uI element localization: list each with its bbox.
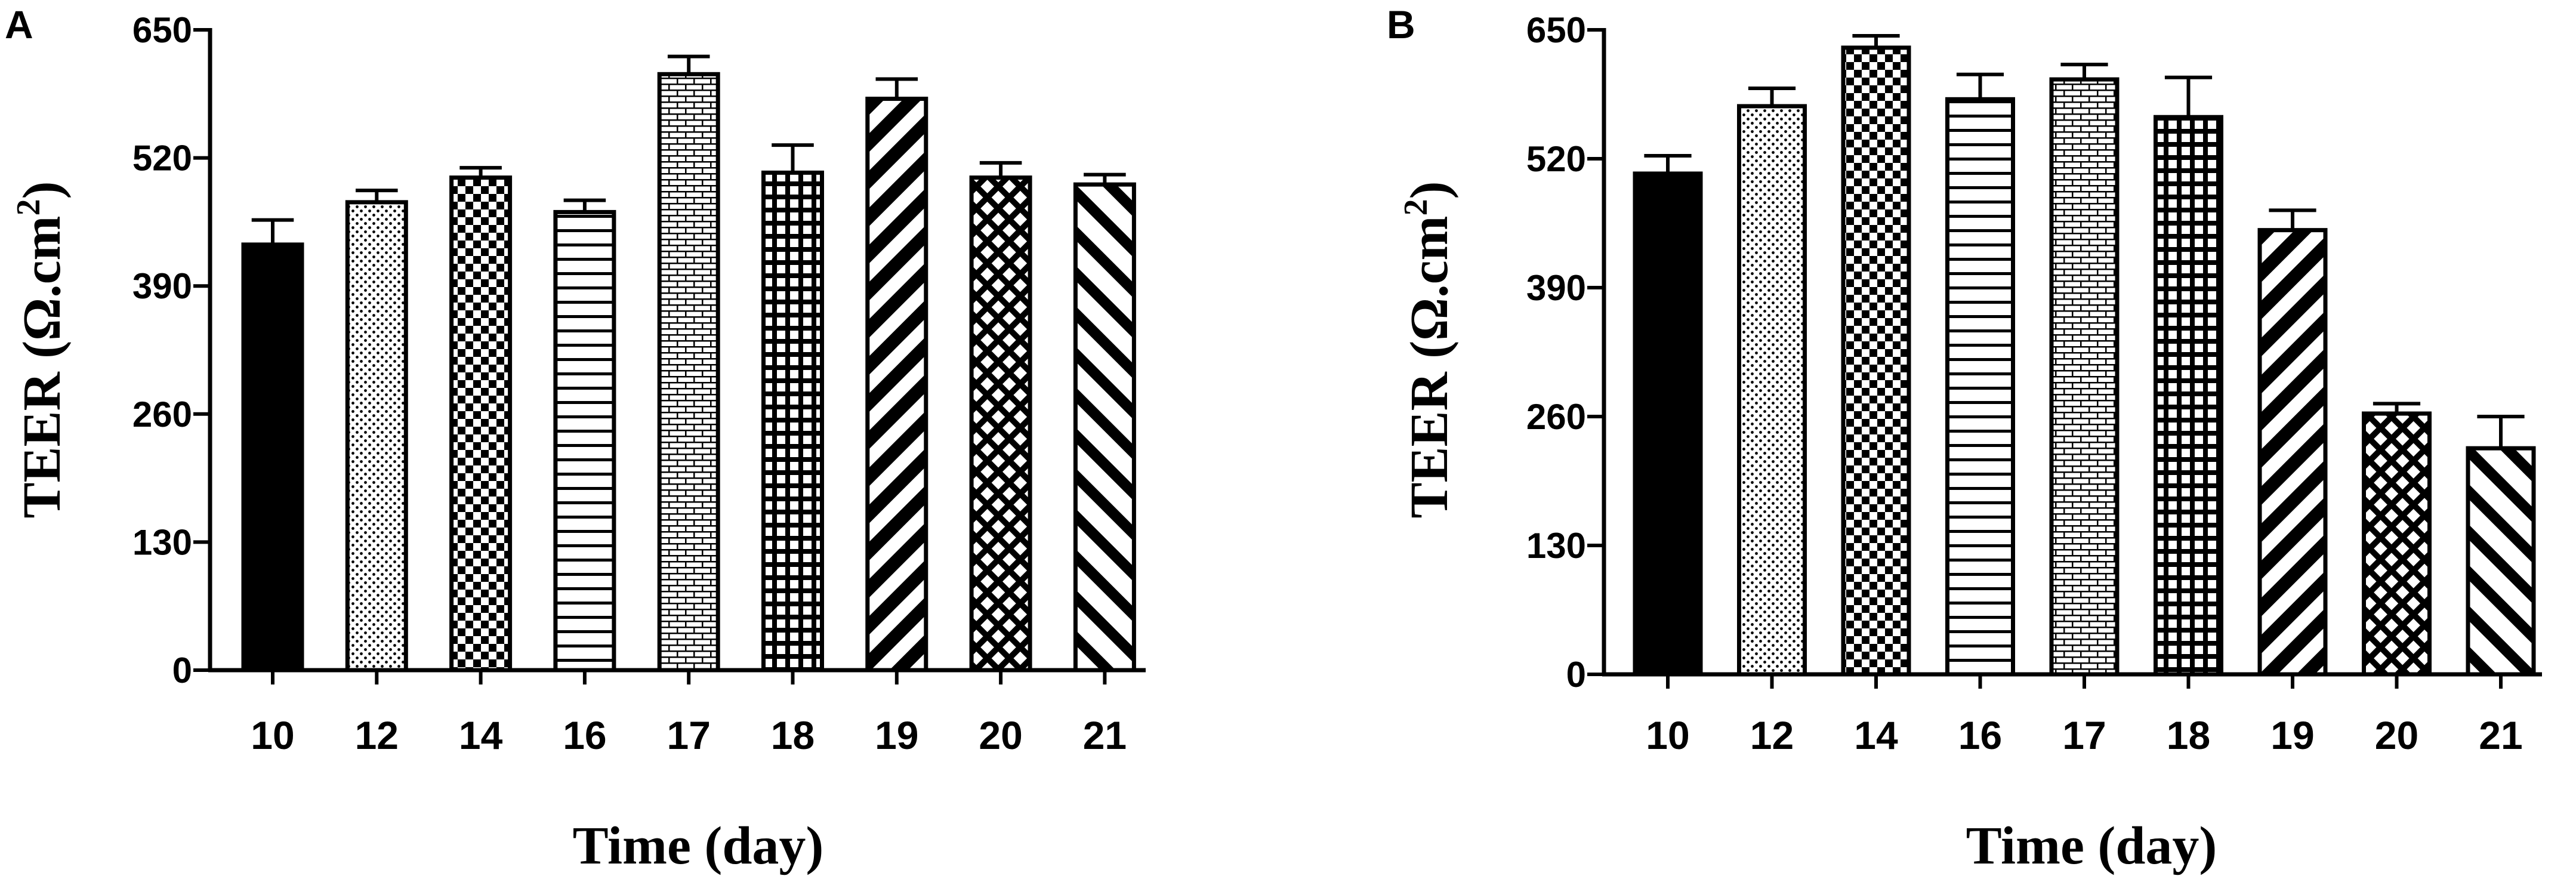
panel-b-bar-14 [1841, 45, 1911, 677]
panel-a-bar-10 [241, 242, 304, 673]
panel-b-y-axis-title-close: ) [1400, 181, 1459, 199]
panel-a-bar-16 [553, 209, 616, 673]
panel-b-x-tick-label-12: 12 [1750, 713, 1794, 757]
panel-a-bar-21 [1073, 182, 1136, 673]
panel-b-x-tick-label-18: 18 [2167, 713, 2210, 757]
panel-a-x-axis-title: Time (day) [573, 816, 824, 875]
panel-a-y-tick-label-260: 260 [132, 394, 192, 434]
panel-a-bar-18 [761, 170, 824, 673]
chart-panel-b: B 10 12 14 16 17 18 19 20 21 0 130 260 390 520 650 Time … [1387, 2, 2542, 875]
panel-a-x-tick-label-14: 14 [459, 713, 503, 757]
panel-b-x-tick-label-21: 21 [2479, 713, 2522, 757]
panel-b-bar-12 [1737, 104, 1807, 677]
panel-a-y-axis-title: TEER (Ω.cm2) [10, 181, 72, 518]
panel-b-x-tick-label-14: 14 [1854, 713, 1898, 757]
panel-a-x-tick-label-21: 21 [1083, 713, 1127, 757]
panel-a-y-tick-label-0: 0 [172, 650, 192, 690]
panel-b-bar-18 [2154, 115, 2223, 677]
panel-b-bar-16 [1945, 97, 2015, 677]
panel-b-y-axis-title: TEER (Ω.cm2) [1397, 181, 1459, 518]
panel-a-x-tick-label-19: 19 [875, 713, 918, 757]
panel-a-y-tick-label-520: 520 [132, 138, 192, 178]
panel-b-bar-19 [2257, 228, 2328, 677]
panel-a-y-axis-title-main: TEER (Ω.cm [13, 215, 72, 518]
panel-b-x-axis-title: Time (day) [1966, 816, 2217, 875]
chart-panel-a: A 10 12 14 16 17 18 19 20 21 0 130 260 390 520 650 Time … [5, 2, 1146, 875]
panel-b-y-axis-title-sup: 2 [1397, 199, 1434, 215]
panel-a-bar-17 [657, 72, 720, 673]
panel-a-bar-12 [345, 200, 408, 673]
panel-b-y-tick-label-520: 520 [1526, 139, 1586, 179]
panel-a-x-tick-label-18: 18 [771, 713, 815, 757]
panel-b-y-tick-label-260: 260 [1526, 397, 1586, 437]
panel-b-y-tick-label-650: 650 [1526, 10, 1586, 50]
panel-a-y-axis-title-sup: 2 [10, 199, 47, 215]
panel-a-y-axis-title-close: ) [13, 181, 72, 199]
panel-b-y-tick-label-390: 390 [1526, 268, 1586, 308]
panel-a-bar-20 [969, 175, 1032, 673]
panel-b-bar-20 [2362, 411, 2432, 677]
panel-a-y-tick-label-390: 390 [132, 266, 192, 306]
panel-a-bar-14 [449, 175, 513, 673]
panel-b-x-tick-label-17: 17 [2062, 713, 2106, 757]
panel-a-label: A [5, 2, 33, 47]
panel-a-y-tick-label-650: 650 [132, 10, 192, 50]
panel-a-x-tick-label-12: 12 [355, 713, 399, 757]
panel-b-x-tick-label-19: 19 [2270, 713, 2314, 757]
panel-b-x-tick-label-10: 10 [1646, 713, 1689, 757]
panel-b-bar-17 [2049, 77, 2120, 677]
panel-a-x-tick-label-17: 17 [667, 713, 710, 757]
panel-b-x-tick-label-16: 16 [1958, 713, 2002, 757]
panel-b-y-tick-label-0: 0 [1566, 655, 1586, 695]
panel-b-y-tick-label-130: 130 [1526, 526, 1586, 566]
panel-b-bar-10 [1633, 171, 1703, 677]
panel-b-label: B [1387, 2, 1415, 47]
panel-b-y-axis-title-main: TEER (Ω.cm [1400, 215, 1459, 518]
panel-a-y-tick-label-130: 130 [132, 522, 192, 562]
panel-a-x-tick-label-20: 20 [979, 713, 1022, 757]
panel-a-x-tick-label-16: 16 [563, 713, 606, 757]
panel-b-bar-21 [2466, 446, 2536, 677]
panel-b-x-tick-label-20: 20 [2375, 713, 2418, 757]
panel-a-bar-19 [865, 97, 928, 673]
panel-a-x-tick-label-10: 10 [251, 713, 294, 757]
